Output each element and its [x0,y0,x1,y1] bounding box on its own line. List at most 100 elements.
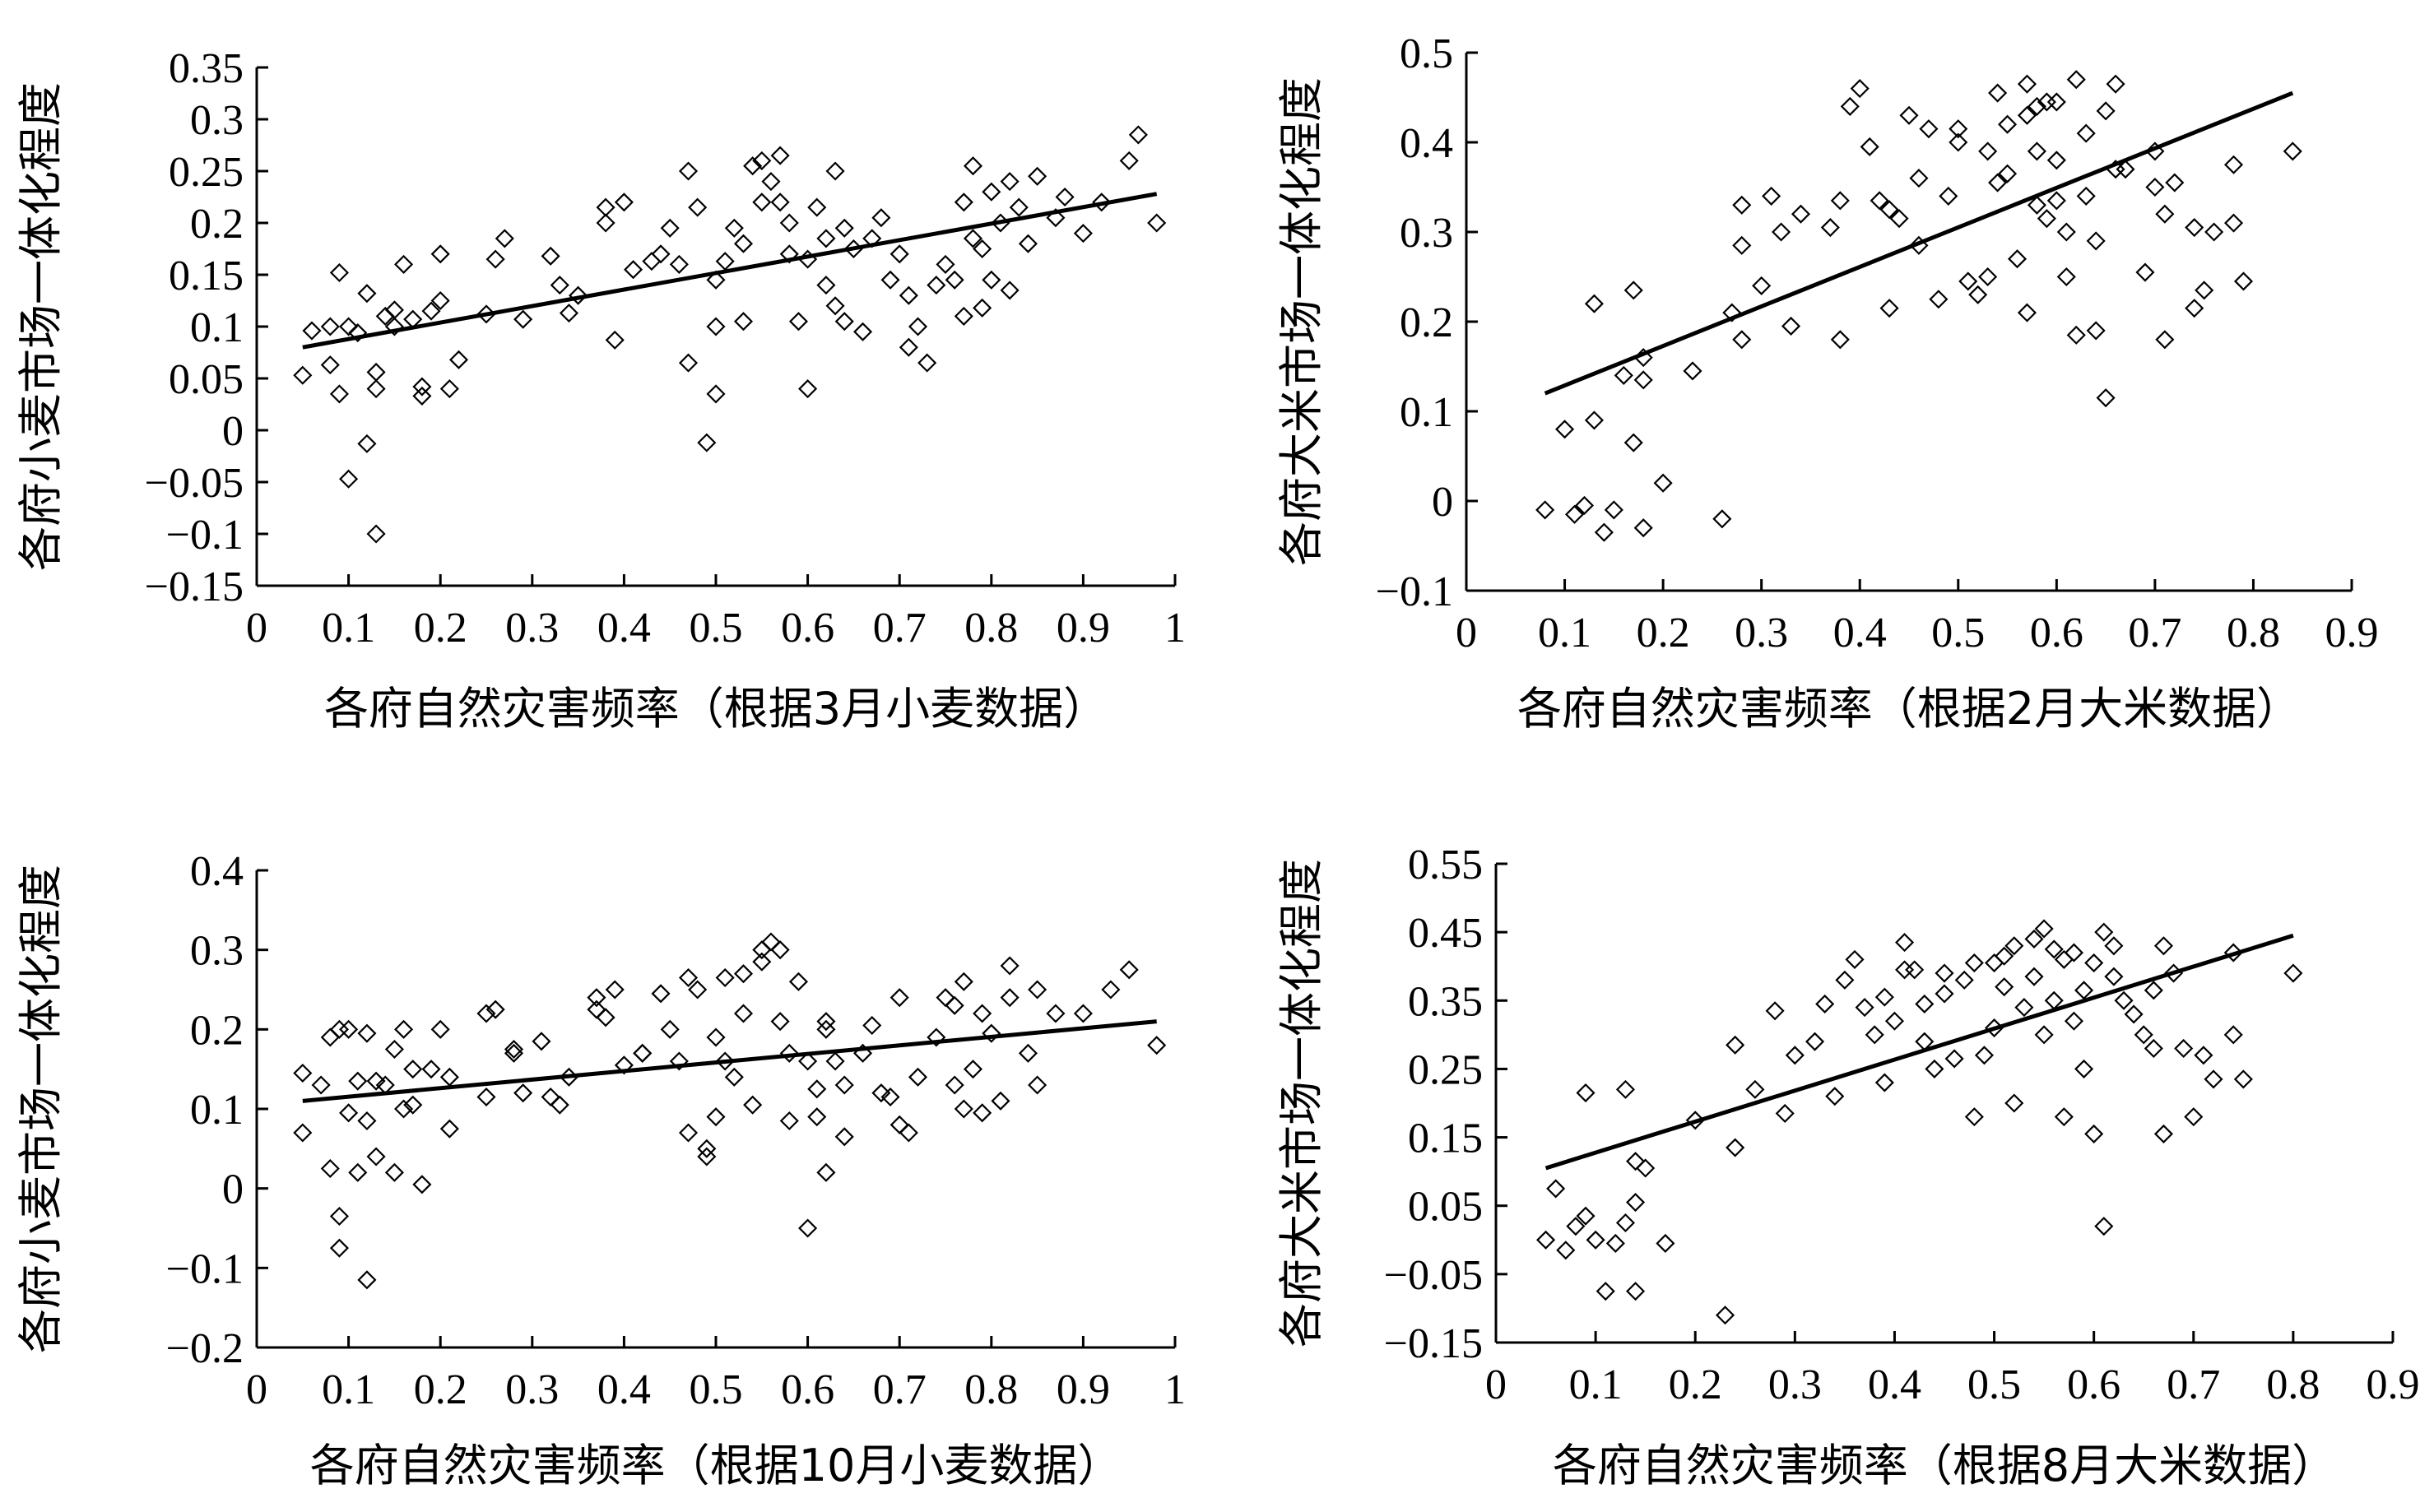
x-tick-label: 0.8 [2227,610,2280,656]
x-tick-label: 0.6 [2067,1361,2120,1408]
data-point [2185,217,2204,238]
data-point [2017,105,2037,125]
data-point [357,1023,377,1043]
data-point [715,1051,735,1071]
x-axis-label: 各府自然灾害频率（根据8月大米数据） [1553,1440,2336,1491]
data-point [1805,1032,1825,1051]
data-point [834,312,854,332]
data-point [2184,1107,2204,1127]
data-point [2233,1069,2253,1089]
x-tick-label: 0 [246,605,267,652]
data-point [1119,960,1139,980]
y-axis-label: 各府大米市场一体化程度 [1275,77,1327,566]
data-point [816,1019,836,1039]
x-tick-label: 0.3 [1735,610,1788,656]
data-point [1586,1230,1605,1250]
data-point [320,1027,340,1047]
data-point [476,1004,496,1023]
data-point [430,244,450,264]
y-tick-label: 0.4 [1400,120,1453,167]
data-point [890,988,909,1008]
data-point [2084,1124,2104,1143]
data-point [1636,1158,1656,1178]
data-point [807,1107,827,1127]
data-point [834,1075,854,1095]
data-point [412,386,432,406]
data-point [633,1043,653,1063]
data-point [706,384,726,404]
x-axis-label: 各府自然灾害频率（根据10月小麦数据） [310,1440,1122,1491]
data-point [587,988,606,1008]
data-point [2135,262,2155,282]
data-point [421,301,441,321]
data-point [1055,187,1075,207]
data-point [357,434,377,453]
data-point [1092,192,1112,212]
data-point [927,1027,946,1047]
data-point [348,1071,368,1091]
data-point [1791,204,1811,224]
data-point [1815,994,1835,1013]
chart-wheat-march: 0.35 0.3 0.25 0.2 0.15 0.1 0.05 0 −0.05 −0.1 −0.15… [15,45,1186,735]
data-point [2007,249,2028,269]
data-point [1576,1083,1596,1103]
data-point [624,260,643,280]
data-point [1785,1046,1805,1065]
data-point [1879,200,1899,220]
data-point [660,218,680,238]
data-point [1879,299,1899,318]
data-point [1765,1001,1785,1021]
data-point [339,1019,359,1039]
data-point [485,999,505,1019]
data-point [1554,420,1575,439]
data-point [430,1019,450,1039]
data-point [816,276,836,295]
data-point [541,246,560,266]
data-point [439,1119,459,1139]
data-point [1949,119,1968,139]
data-point [1895,933,1915,953]
data-point [1935,963,1954,983]
data-point [1716,1306,1735,1325]
data-point [945,1075,964,1095]
data-point [963,229,983,248]
data-point [1830,191,1850,211]
x-tick-label: 0.5 [690,1366,743,1413]
data-point [991,1091,1010,1111]
data-point [798,1051,818,1071]
data-point [1028,166,1047,186]
data-point [412,1175,432,1194]
data-point [1884,1011,1904,1031]
data-point [2104,967,2124,986]
data-point [779,244,799,264]
data-point [724,218,744,238]
data-point [403,1095,423,1115]
x-tick-label: 0.9 [2325,610,2379,656]
data-point [394,1019,414,1039]
data-point [614,1055,634,1075]
y-axis-label: 各府大米市场一体化程度 [1275,859,1327,1347]
data-point [890,1115,909,1134]
y-tick-label: 0.3 [190,928,244,975]
data-point [752,192,772,212]
data-point [733,312,754,332]
data-point [1949,132,1968,152]
data-point [1974,1046,1994,1065]
data-point [779,213,799,233]
data-point [1905,960,1925,980]
data-point [752,952,772,972]
data-point [412,377,432,397]
data-point [302,321,322,341]
data-point [1535,1230,1556,1250]
data-point [660,1019,680,1039]
data-point [1840,96,1860,116]
data-point [853,322,873,341]
x-tick-label: 0.1 [1538,610,1591,656]
x-tick-label: 0.4 [1868,1361,1921,1408]
data-point [642,252,662,271]
data-point [1128,125,1148,145]
data-point [688,197,708,217]
data-point [2084,953,2104,973]
data-point [1772,222,1791,242]
data-point [2086,321,2106,341]
